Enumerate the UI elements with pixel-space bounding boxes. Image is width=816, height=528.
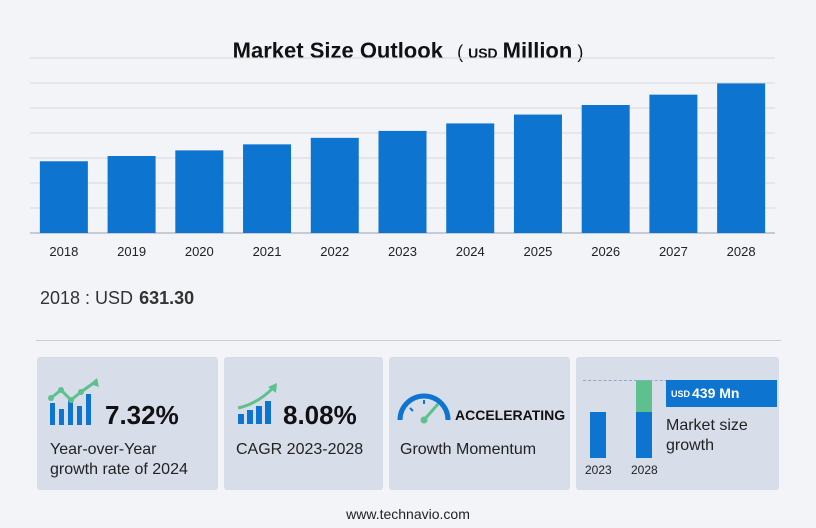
- bar-2018: [39, 161, 88, 233]
- mini-bar-2028-base: [636, 412, 652, 458]
- bar-2021: [243, 144, 292, 233]
- mini-bar-2028-growth: [636, 380, 652, 412]
- bar-2025: [513, 114, 562, 233]
- base-year-amount: 631.30: [139, 288, 195, 308]
- bar-2028: [717, 83, 766, 233]
- bar-2019: [107, 156, 156, 233]
- bar-2026: [581, 105, 630, 233]
- base-year-value: 2018 : USD 631.30: [40, 288, 194, 309]
- x-tick-label: 2028: [727, 244, 756, 259]
- market-growth-card: [576, 357, 779, 490]
- divider: [36, 340, 781, 341]
- x-tick-label: 2025: [523, 244, 552, 259]
- cagr-value: 8.08%: [283, 400, 357, 430]
- momentum-status: ACCELERATING: [455, 407, 566, 423]
- x-tick-label: 2019: [117, 244, 146, 259]
- chart-title: Market Size Outlook ( USD Million ): [0, 38, 816, 64]
- yoy-value: 7.32%: [105, 400, 179, 430]
- bar-2022: [310, 137, 359, 233]
- x-tick-label: 2027: [659, 244, 688, 259]
- market-label-line2: growth: [666, 437, 715, 454]
- title-unit: ( USD Million ): [457, 38, 584, 63]
- title-text: Market Size Outlook: [232, 38, 443, 63]
- yoy-label-line1: Year-over-Year: [50, 441, 157, 458]
- growth-badge: USD 439 Mn: [666, 380, 777, 407]
- yoy-card: [37, 357, 218, 490]
- mini-bar-2023: [590, 412, 606, 458]
- bar-2023: [378, 130, 427, 233]
- bar-chart: 2018 2019 2020 2021 2022 2023 2024 2025 2026 2027…: [30, 57, 775, 259]
- x-tick-label: 2020: [185, 244, 214, 259]
- rising-bars-icon: [237, 383, 277, 424]
- bar-2024: [446, 123, 495, 233]
- growth-chart-icon: [48, 378, 99, 425]
- mini-reference-line: [583, 380, 673, 381]
- x-tick-label: 2026: [591, 244, 620, 259]
- x-tick-label: 2018: [49, 244, 78, 259]
- footer-site: www.technavio.com: [346, 506, 470, 522]
- bar-2027: [649, 94, 698, 233]
- cagr-label: CAGR 2023-2028: [236, 441, 364, 458]
- yoy-label-line2: growth rate of 2024: [50, 461, 188, 478]
- momentum-card: [389, 357, 570, 490]
- bar-2020: [175, 150, 224, 233]
- x-tick-label: 2021: [253, 244, 282, 259]
- speedometer-icon: [397, 393, 451, 424]
- mini-year-a: 2023: [585, 463, 612, 477]
- badge-unit: USD: [671, 389, 691, 399]
- x-tick-label: 2024: [456, 244, 485, 259]
- x-tick-label: 2023: [388, 244, 417, 259]
- mini-year-b: 2028: [631, 463, 658, 477]
- x-tick-label: 2022: [320, 244, 349, 259]
- momentum-label: Growth Momentum: [400, 441, 537, 458]
- base-year-label: 2018 : USD: [40, 288, 134, 308]
- badge-value: 439 Mn: [692, 385, 740, 401]
- market-label-line1: Market size: [666, 417, 748, 434]
